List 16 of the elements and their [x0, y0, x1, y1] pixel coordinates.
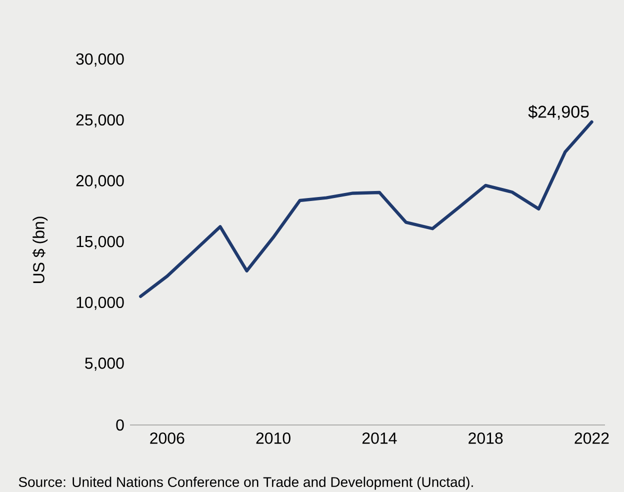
y-tick-label: 5,000 — [85, 358, 124, 371]
y-tick-label: 25,000 — [76, 114, 124, 128]
x-tick-label: 2018 — [468, 432, 503, 444]
source-note: Source: United Nations Conference on Trade and Development (Unctad). — [18, 476, 473, 490]
x-tick-label: 2006 — [150, 432, 184, 444]
y-tick-label: 20,000 — [76, 175, 124, 188]
x-tick-label: 2022 — [574, 432, 609, 444]
y-axis-title: US $ (bn) — [32, 216, 48, 283]
annotation: $24,905 — [528, 105, 589, 120]
line-series — [139, 120, 594, 298]
x-tick-label: 2014 — [362, 432, 397, 444]
y-tick-label: 10,000 — [76, 296, 124, 310]
x-tick-label: 2010 — [256, 432, 290, 444]
y-tick-label: 0 — [116, 419, 124, 431]
y-tick-label: 30,000 — [76, 53, 124, 67]
y-tick-label: 15,000 — [76, 236, 124, 250]
